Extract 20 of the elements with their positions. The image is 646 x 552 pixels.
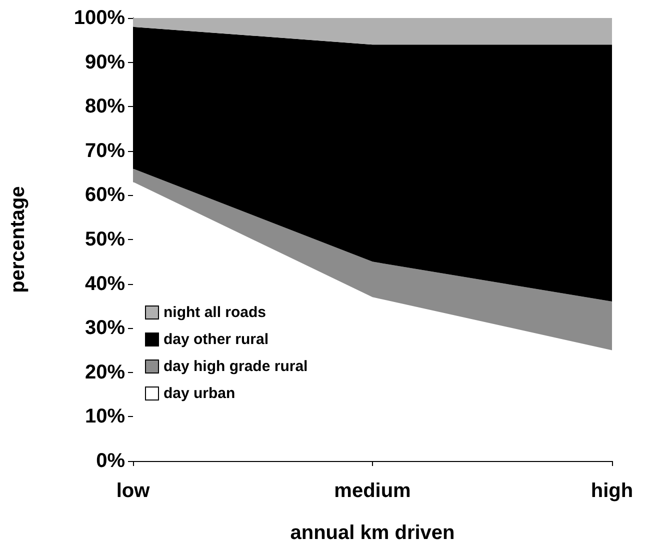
y-tick-label: 50% <box>84 228 126 250</box>
legend-label: day high grade rural <box>164 358 308 375</box>
y-tick-label: 90% <box>84 51 126 74</box>
y-tick-label: 10% <box>84 406 126 428</box>
y-tick-label: 40% <box>84 272 126 295</box>
legend-label: day urban <box>164 385 236 402</box>
y-axis-title: percentage <box>7 186 29 293</box>
x-tick-label: medium <box>334 480 411 502</box>
legend-label: day other rural <box>164 331 269 348</box>
y-tick-label: 100% <box>74 7 126 29</box>
x-tick-label: high <box>590 480 634 502</box>
x-tick-label: low <box>116 480 150 502</box>
x-axis-title: annual km driven <box>290 522 455 544</box>
legend-label: night all roads <box>164 304 266 321</box>
y-tick-label: 70% <box>84 140 126 162</box>
y-tick-label: 80% <box>84 96 126 118</box>
y-tick-label: 20% <box>84 361 126 384</box>
y-tick-label: 0% <box>96 450 126 472</box>
y-tick-label: 60% <box>84 184 126 206</box>
y-tick-label: 30% <box>84 317 126 340</box>
